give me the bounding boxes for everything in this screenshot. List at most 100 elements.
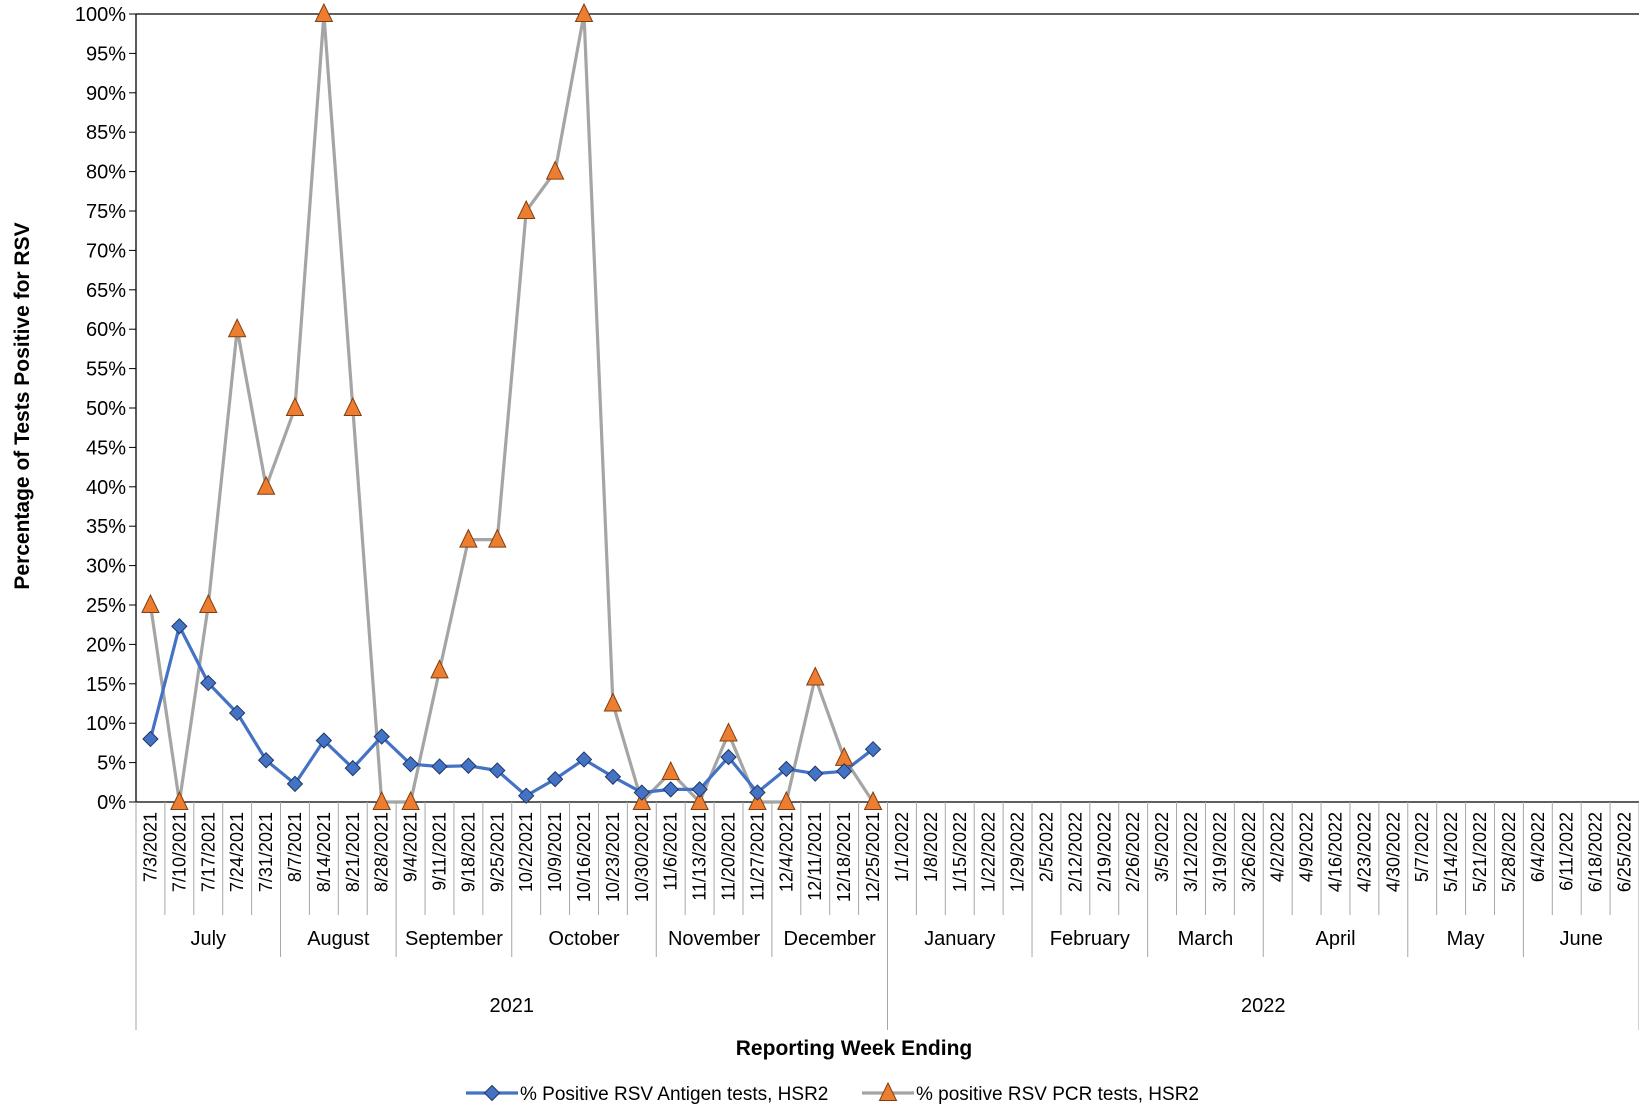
pcr-point: [690, 790, 709, 810]
x-tick-label: 4/23/2022: [1354, 812, 1374, 892]
series-line-pcr: [148, 12, 875, 804]
y-tick-label: 60%: [86, 319, 126, 341]
month-label: September: [405, 928, 503, 950]
month-label: October: [548, 928, 619, 950]
antigen-point: [228, 704, 246, 722]
legend-label-antigen: % Positive RSV Antigen tests, HSR2: [520, 1084, 828, 1105]
plot-area: [135, 13, 1639, 803]
antigen-point: [315, 732, 333, 749]
antigen-point: [633, 784, 651, 801]
y-tick-label: 90%: [86, 83, 126, 105]
x-tick-label: 5/21/2022: [1470, 812, 1490, 892]
x-tick-label: 10/23/2021: [603, 812, 623, 902]
y-tick-label: 95%: [86, 43, 126, 65]
month-label: June: [1560, 928, 1603, 950]
pcr-point: [574, 2, 594, 22]
antigen-point: [344, 759, 361, 777]
x-tick-label: 1/29/2022: [1008, 812, 1028, 892]
x-tick-label: 7/24/2021: [227, 812, 247, 892]
x-tick-label: 10/30/2021: [632, 812, 652, 902]
month-label: February: [1050, 928, 1130, 950]
y-tick-label: 40%: [86, 477, 126, 499]
antigen-point: [460, 757, 477, 774]
month-label: November: [668, 928, 761, 950]
y-tick-label: 20%: [86, 634, 126, 656]
x-tick-label: 8/21/2021: [343, 812, 363, 892]
month-label: July: [190, 928, 226, 950]
series-line-antigen: [148, 624, 874, 798]
x-tick-label: 4/9/2022: [1297, 812, 1317, 882]
x-tick-label: 6/11/2022: [1557, 812, 1577, 891]
x-tick-label: 2/12/2022: [1065, 812, 1085, 892]
x-tick-label: 4/2/2022: [1268, 812, 1288, 882]
x-tick-label: 10/16/2021: [574, 812, 594, 902]
x-tick-label: 5/28/2022: [1499, 812, 1519, 892]
x-tick-label: 6/18/2022: [1586, 812, 1606, 892]
x-tick-label: 1/8/2022: [921, 812, 941, 882]
pcr-point: [487, 528, 507, 548]
y-tick-label: 75%: [86, 201, 126, 223]
pcr-point: [863, 790, 883, 810]
pcr-point: [459, 528, 478, 548]
pcr-point: [805, 666, 825, 686]
antigen-point: [662, 781, 679, 798]
x-tick-label: 12/25/2021: [863, 812, 883, 902]
x-tick-label: 6/25/2022: [1615, 812, 1635, 892]
x-tick-label: 8/14/2021: [314, 812, 334, 892]
month-label: May: [1447, 928, 1485, 950]
y-tick-label: 65%: [86, 280, 126, 302]
pcr-point: [314, 2, 334, 22]
y-tick-label: 80%: [86, 162, 126, 184]
y-tick-label: 50%: [86, 398, 126, 420]
x-tick-label: 1/1/2022: [892, 812, 912, 882]
antigen-point: [575, 751, 593, 768]
pcr-point: [603, 692, 623, 712]
y-tick-label: 55%: [86, 359, 126, 381]
y-tick-label: 5%: [97, 753, 126, 775]
month-label: January: [924, 928, 995, 950]
legend: % Positive RSV Antigen tests, HSR2 % posi…: [466, 1081, 1199, 1105]
pcr-point: [198, 593, 218, 613]
x-tick-label: 1/15/2022: [950, 812, 970, 892]
x-tick-label: 1/22/2022: [979, 812, 999, 892]
pcr-point: [661, 760, 681, 781]
antigen-point: [373, 728, 390, 745]
x-tick-label: 5/14/2022: [1441, 812, 1461, 892]
pcr-point: [227, 318, 247, 338]
antigen-point: [720, 748, 737, 766]
antigen-point: [604, 768, 622, 785]
antigen-point: [749, 784, 766, 801]
x-tick-label: 12/11/2021: [805, 812, 825, 901]
antigen-point: [257, 752, 275, 769]
y-tick-label: 70%: [86, 240, 126, 262]
x-tick-label: 3/19/2022: [1210, 812, 1230, 892]
x-tick-label: 9/18/2021: [458, 812, 478, 892]
y-tick-label: 45%: [86, 437, 126, 459]
year-label: 2022: [1241, 995, 1286, 1017]
antigen-point: [691, 781, 708, 798]
y-tick-label: 0%: [97, 792, 126, 814]
y-axis-ticks: 0% 5% 10% 15% 20% 25% 30% 35% 40% 45% 50% 55% 60% 65%…: [75, 4, 136, 814]
antigen-point: [517, 787, 535, 804]
pcr-point: [545, 160, 565, 180]
x-tick-label: 7/17/2021: [198, 812, 218, 892]
legend-label-pcr: % positive RSV PCR tests, HSR2: [916, 1084, 1199, 1105]
antigen-point: [142, 730, 159, 748]
year-label: 2021: [490, 995, 535, 1017]
antigen-point: [835, 763, 853, 780]
series-layer: [141, 2, 883, 810]
x-tick-label: 8/7/2021: [285, 812, 305, 882]
y-axis-title: Percentage of Tests Positive for RSV: [11, 222, 34, 589]
x-tick-label: 2/26/2022: [1123, 812, 1143, 892]
month-label: April: [1316, 928, 1356, 950]
antigen-point: [778, 760, 795, 778]
pcr-point: [256, 475, 276, 495]
x-tick-label: 10/9/2021: [545, 812, 565, 892]
pcr-point: [372, 790, 391, 810]
y-tick-label: 85%: [86, 122, 126, 144]
x-tick-label: 9/11/2021: [429, 812, 449, 891]
pcr-point: [170, 790, 189, 810]
antigen-point: [431, 758, 448, 775]
x-tick-label: 7/3/2021: [140, 812, 160, 882]
